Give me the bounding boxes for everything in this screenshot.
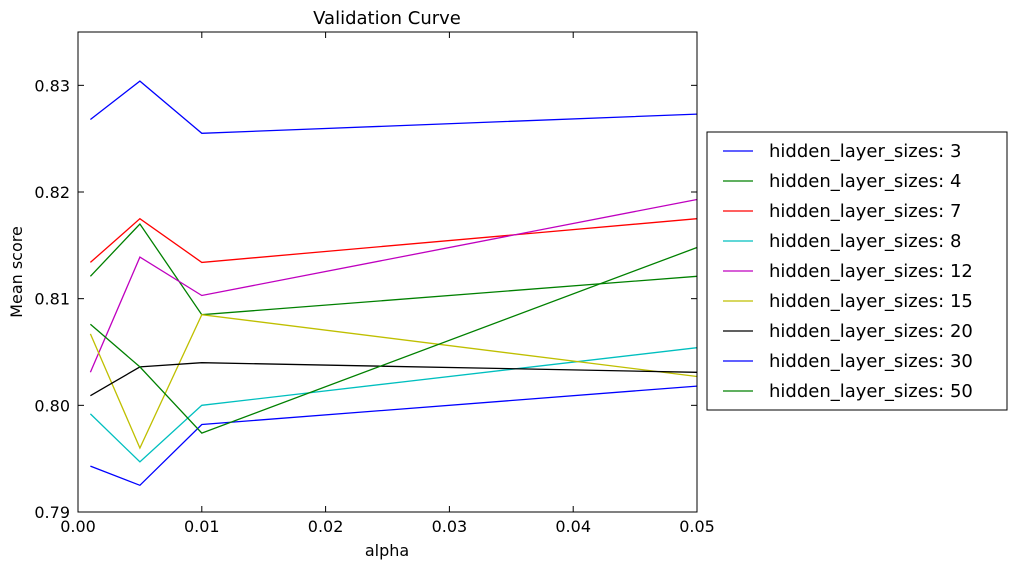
series-line-5 <box>89 313 698 450</box>
axis-ticks: 0.00 0.01 0.02 0.03 0.04 0.05 0.79 0.80 0.81 0.82… <box>34 32 715 536</box>
plot-area-frame <box>77 31 698 513</box>
legend-entries: hidden_layer_sizes: 3 hidden_layer_sizes:… <box>723 141 973 402</box>
legend-label: hidden_layer_sizes: 8 <box>769 231 961 252</box>
x-tick-label: 0.05 <box>679 517 715 536</box>
x-axis-label: alpha <box>365 541 409 560</box>
legend-entry-7: hidden_layer_sizes: 30 <box>723 351 973 372</box>
y-tick-label: 0.82 <box>34 183 70 202</box>
legend-entry-5: hidden_layer_sizes: 15 <box>723 291 973 312</box>
y-tick-label: 0.81 <box>34 290 70 309</box>
legend-label: hidden_layer_sizes: 7 <box>769 201 961 222</box>
y-axis-label: Mean score <box>7 226 26 318</box>
legend: hidden_layer_sizes: 3 hidden_layer_sizes:… <box>706 131 1008 411</box>
series-line-4 <box>89 198 698 373</box>
series-line-6 <box>90 362 698 397</box>
y-tick-label: 0.80 <box>34 396 70 415</box>
series-line-2 <box>89 217 698 264</box>
legend-entry-2: hidden_layer_sizes: 7 <box>723 201 961 222</box>
y-tick-label: 0.83 <box>34 76 70 95</box>
series-line-0 <box>90 80 698 134</box>
legend-label: hidden_layer_sizes: 30 <box>769 351 973 372</box>
legend-label: hidden_layer_sizes: 4 <box>769 171 961 192</box>
legend-entry-0: hidden_layer_sizes: 3 <box>723 141 961 162</box>
legend-entry-8: hidden_layer_sizes: 50 <box>723 381 973 402</box>
legend-entry-6: hidden_layer_sizes: 20 <box>723 321 973 342</box>
series-line-7 <box>90 385 698 487</box>
legend-entry-1: hidden_layer_sizes: 4 <box>723 171 961 192</box>
x-tick-label: 0.03 <box>432 517 468 536</box>
x-tick-label: 0.00 <box>60 517 96 536</box>
y-tick-label: 0.79 <box>34 503 70 522</box>
series-line-1 <box>89 222 698 316</box>
x-tick-label: 0.02 <box>308 517 344 536</box>
chart-title: Validation Curve <box>313 8 461 29</box>
legend-label: hidden_layer_sizes: 50 <box>769 381 973 402</box>
legend-label: hidden_layer_sizes: 3 <box>769 141 961 162</box>
legend-entry-3: hidden_layer_sizes: 8 <box>723 231 961 252</box>
legend-frame <box>706 131 1008 411</box>
series-line-8 <box>89 246 698 434</box>
x-tick-label: 0.04 <box>555 517 591 536</box>
series-line-3 <box>89 347 698 463</box>
legend-entry-4: hidden_layer_sizes: 12 <box>723 261 973 282</box>
legend-label: hidden_layer_sizes: 12 <box>769 261 973 282</box>
x-tick-label: 0.01 <box>184 517 220 536</box>
legend-label: hidden_layer_sizes: 15 <box>769 291 973 312</box>
legend-label: hidden_layer_sizes: 20 <box>769 321 973 342</box>
series-lines <box>89 80 698 487</box>
